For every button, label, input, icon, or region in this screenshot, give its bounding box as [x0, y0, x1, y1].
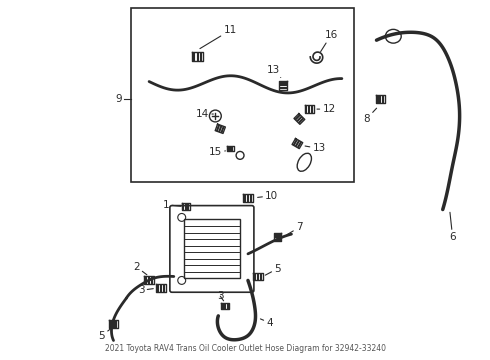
Text: 6: 6 — [449, 212, 456, 242]
Text: 14: 14 — [196, 109, 213, 119]
Text: 2: 2 — [133, 262, 147, 275]
Text: 8: 8 — [363, 108, 377, 124]
Text: 15: 15 — [209, 148, 225, 157]
Text: 16: 16 — [320, 30, 338, 51]
Text: 10: 10 — [258, 191, 278, 201]
Text: 7: 7 — [287, 222, 303, 235]
Text: 4: 4 — [260, 318, 273, 328]
Text: 5: 5 — [98, 328, 111, 341]
Text: 9: 9 — [116, 94, 122, 104]
Text: 5: 5 — [265, 264, 281, 275]
Text: 3: 3 — [138, 285, 153, 295]
Text: 13: 13 — [267, 65, 281, 77]
Text: 13: 13 — [305, 144, 326, 153]
Text: 12: 12 — [317, 104, 336, 114]
Text: 3: 3 — [217, 291, 223, 301]
Text: 1: 1 — [163, 199, 181, 210]
Bar — [131, 8, 354, 182]
Text: 2021 Toyota RAV4 Trans Oil Cooler Outlet Hose Diagram for 32942-33240: 2021 Toyota RAV4 Trans Oil Cooler Outlet… — [104, 344, 386, 353]
Text: 11: 11 — [200, 25, 237, 49]
Bar — [184, 219, 240, 278]
